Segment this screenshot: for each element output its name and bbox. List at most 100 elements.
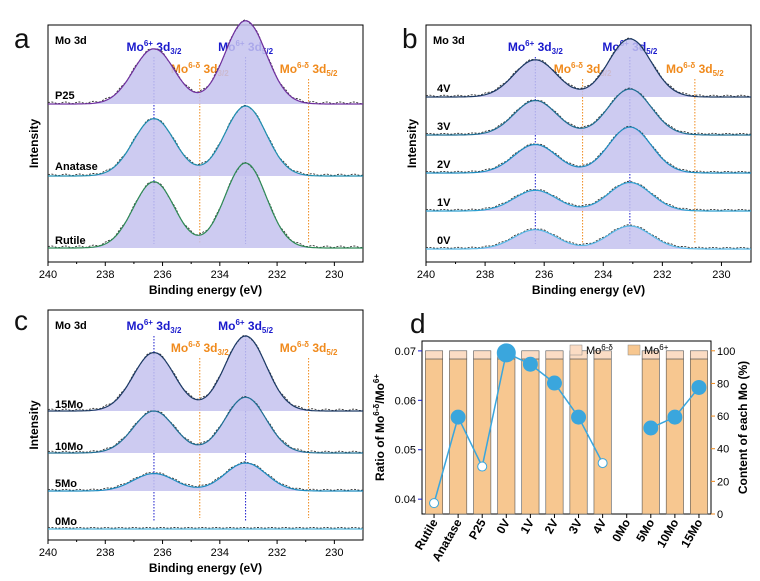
- bar-mo6minus: [689, 350, 708, 360]
- spectrum-raw: [425, 37, 752, 97]
- panel-letter: c: [14, 305, 28, 336]
- ratio-point: [546, 375, 562, 391]
- bar-mo6minus: [425, 350, 444, 360]
- spectrum-fill: [48, 106, 363, 176]
- spectrum-curve: [426, 126, 751, 174]
- spectrum-raw: [425, 87, 752, 135]
- ratio-line-segment: [433, 416, 459, 504]
- ratio-line-segment: [457, 416, 483, 467]
- peak-label: Mo6-δ 3d3/2: [171, 340, 229, 357]
- bar-mo6plus: [665, 358, 684, 515]
- spectrum-raw: [47, 395, 364, 453]
- spectrum-raw: [425, 125, 752, 173]
- spectrum-title: Mo 3d: [55, 35, 87, 47]
- category-label: 10Mo: [654, 517, 681, 551]
- panel-a: a Mo 3d 240 238 236 234 232 230 Binding energy (…: [14, 19, 364, 297]
- peak-label: Mo6-δ 3d5/2: [666, 61, 724, 78]
- bar-mo6plus: [641, 358, 660, 515]
- spectrum-fill: [426, 226, 751, 249]
- spectrum-raw: [47, 461, 364, 491]
- y-axis-label: Intensity: [27, 119, 41, 169]
- y-right-tick-label: 20: [717, 476, 729, 488]
- bar-mo6plus: [425, 358, 444, 515]
- category-label: 4V: [590, 517, 609, 537]
- y-left-tick-label: 0.04: [395, 494, 416, 506]
- spectrum-curve: [48, 105, 363, 177]
- spectrum-curve: [48, 20, 363, 105]
- legend-swatch: [627, 344, 641, 356]
- x-tick-label: 232: [653, 269, 671, 281]
- spectrum-curve: [48, 162, 363, 249]
- category-label: 1V: [518, 517, 537, 537]
- ratio-point: [450, 409, 466, 425]
- y-axis-label: Intensity: [27, 400, 41, 450]
- category-label: 5Mo: [633, 517, 657, 545]
- y-left-tick-label: 0.07: [395, 346, 416, 358]
- curve-label: 0V: [437, 235, 451, 247]
- spectrum-fill: [48, 336, 363, 411]
- x-axis-label: Binding energy (eV): [149, 283, 262, 297]
- peak-label: Mo6+ 3d3/2: [508, 39, 563, 56]
- curve-label: 0Mo: [55, 516, 77, 528]
- panel-d: d 0.04 0.05 0.06 0.07 Ratio of Mo6-δ/Mo6+ 0 20 4…: [372, 308, 750, 564]
- spectrum-curve: [48, 462, 363, 492]
- x-axis-label: Binding energy (eV): [532, 283, 645, 297]
- spectrum-curve: [48, 335, 363, 412]
- curve-label: Anatase: [55, 161, 98, 173]
- plot-frame: [421, 340, 712, 515]
- spectrum-fill: [426, 38, 751, 97]
- category-label: 2V: [542, 517, 561, 537]
- panel-c: c Mo 3d 240 238 236 234 232 230 Binding energy (…: [14, 305, 364, 575]
- category-label: 15Mo: [678, 517, 705, 551]
- bar-mo6minus: [545, 350, 564, 360]
- peak-label: Mo6+ 3d5/2: [218, 318, 273, 335]
- x-tick-label: 230: [325, 547, 343, 559]
- panel-letter: d: [410, 308, 426, 339]
- category-label: 0V: [493, 517, 512, 537]
- curve-label: 5Mo: [55, 478, 77, 490]
- spectrum-title: Mo 3d: [433, 35, 465, 47]
- panel-letter: b: [402, 23, 418, 54]
- spectrum-fill: [48, 463, 363, 491]
- spectrum-fill: [426, 89, 751, 135]
- x-tick-label: 240: [417, 269, 435, 281]
- category-label: 0Mo: [609, 517, 633, 545]
- x-axis-label: Binding energy (eV): [149, 561, 262, 575]
- category-label: 3V: [566, 517, 585, 537]
- spectrum-raw: [47, 527, 364, 529]
- spectrum-raw: [425, 180, 752, 211]
- x-tick-label: 238: [476, 269, 494, 281]
- y-right-tick-label: 60: [717, 411, 729, 423]
- spectrum-title: Mo 3d: [55, 320, 87, 332]
- y-axis-label: Intensity: [405, 119, 419, 169]
- legend-swatch: [569, 344, 583, 356]
- peak-label: Mo6-δ 3d5/2: [280, 61, 338, 78]
- ratio-line-segment: [577, 416, 604, 464]
- x-tick-label: 230: [712, 269, 730, 281]
- ratio-point: [643, 420, 659, 436]
- ratio-point: [597, 458, 608, 469]
- legend-label: Mo6-δ: [586, 343, 613, 357]
- y-left-tick-label: 0.05: [395, 445, 416, 457]
- spectrum-curve: [426, 181, 751, 212]
- curve-label: 3V: [437, 121, 451, 133]
- ratio-point: [571, 409, 587, 425]
- category-label: P25: [466, 516, 489, 542]
- bar-mo6minus: [593, 350, 612, 360]
- spectrum-fill: [48, 397, 363, 453]
- peak-label: Mo6-δ 3d5/2: [280, 340, 338, 357]
- y-right-tick-label: 40: [717, 444, 729, 456]
- ratio-point: [477, 461, 488, 472]
- ratio-point: [496, 343, 516, 363]
- curve-label: 15Mo: [55, 399, 83, 411]
- curve-label: 4V: [437, 83, 451, 95]
- x-tick-label: 232: [268, 547, 286, 559]
- spectrum-fill: [48, 20, 363, 105]
- bar-mo6plus: [569, 358, 588, 515]
- curve-label: P25: [55, 90, 75, 102]
- x-tick-label: 236: [535, 269, 553, 281]
- bar-mo6minus: [641, 350, 660, 360]
- y-left-tick-label: 0.06: [395, 395, 416, 407]
- ratio-point: [429, 498, 440, 509]
